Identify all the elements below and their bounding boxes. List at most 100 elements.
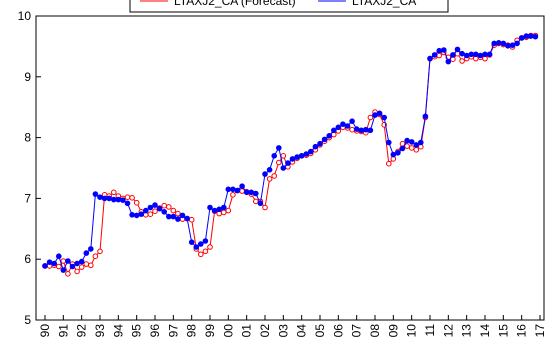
data-point	[88, 246, 94, 252]
data-point	[463, 52, 470, 59]
x-tick-label: 03	[276, 324, 290, 338]
y-tick-label: 10	[18, 9, 32, 23]
x-tick-label: 12	[441, 324, 455, 338]
data-point	[147, 211, 154, 217]
x-tick-label: 01	[240, 324, 254, 338]
data-point	[335, 124, 342, 131]
data-point	[56, 263, 62, 270]
data-point	[289, 156, 296, 162]
data-point	[88, 262, 94, 269]
data-point	[225, 207, 232, 214]
data-point	[321, 136, 328, 143]
data-point	[211, 207, 218, 214]
data-point	[92, 253, 99, 260]
data-point	[69, 263, 76, 270]
series-actual	[42, 33, 539, 273]
data-point	[436, 52, 443, 59]
data-point	[225, 186, 232, 193]
data-point	[441, 47, 447, 53]
data-point	[184, 215, 190, 222]
data-point	[161, 209, 167, 215]
data-point	[372, 112, 378, 118]
data-point	[473, 51, 479, 58]
x-tick-label: 93	[93, 324, 107, 338]
data-point	[188, 216, 195, 223]
data-point	[207, 204, 213, 211]
legend: LTAXJ2_CA (Forecast) LTAXJ2_CA	[129, 0, 449, 13]
data-point	[271, 173, 278, 179]
x-tick-label: 97	[166, 324, 180, 338]
data-point	[101, 195, 108, 202]
data-point	[152, 208, 158, 214]
x-tick-label: 04	[295, 324, 309, 338]
data-point	[349, 118, 355, 124]
data-point	[239, 183, 245, 189]
data-point	[486, 51, 493, 58]
data-point	[528, 33, 534, 39]
x-tick-label: 17	[533, 324, 545, 338]
data-point	[170, 213, 177, 220]
data-point	[124, 194, 131, 200]
data-point	[331, 127, 337, 134]
data-point	[427, 55, 433, 62]
data-point	[271, 153, 278, 159]
data-point	[198, 241, 204, 247]
x-tick-label: 06	[331, 324, 345, 338]
data-point	[46, 259, 53, 266]
data-point	[152, 202, 158, 208]
data-point	[262, 171, 268, 177]
data-point	[143, 207, 149, 214]
data-point	[390, 151, 397, 158]
data-point	[404, 137, 410, 144]
data-point	[280, 165, 287, 171]
x-tick-label: 05	[313, 324, 327, 338]
data-point	[65, 271, 71, 277]
data-point	[477, 52, 484, 59]
data-point	[266, 167, 273, 173]
series-line	[45, 35, 536, 276]
data-point	[51, 260, 58, 267]
data-point	[445, 58, 452, 65]
data-point	[170, 207, 177, 214]
data-point	[179, 212, 186, 219]
data-point	[413, 147, 420, 153]
x-tick-label: 02	[258, 324, 272, 338]
x-tick-label: 15	[496, 324, 510, 338]
data-point	[312, 143, 319, 150]
data-point	[166, 213, 172, 220]
data-point	[363, 126, 369, 133]
x-tick-label: 00	[221, 324, 235, 338]
data-point	[78, 258, 85, 265]
x-tick-label: 92	[75, 324, 89, 338]
data-point	[129, 195, 135, 201]
data-point	[253, 198, 259, 205]
data-point	[257, 200, 264, 207]
data-point	[340, 121, 346, 127]
x-tick-label: 09	[386, 324, 400, 338]
data-point	[166, 204, 172, 210]
data-point	[230, 192, 236, 198]
y-tick-label: 6	[24, 252, 31, 266]
data-point	[422, 113, 429, 120]
data-point	[97, 194, 103, 200]
data-point	[202, 248, 209, 255]
data-point	[106, 195, 112, 202]
data-point	[298, 153, 305, 159]
data-point	[326, 133, 333, 139]
data-point	[230, 186, 236, 193]
data-point	[532, 33, 539, 40]
data-point	[262, 204, 268, 211]
data-point	[147, 204, 154, 211]
data-point	[482, 51, 488, 58]
data-point	[120, 197, 126, 203]
data-point	[317, 140, 323, 147]
data-point	[308, 148, 314, 155]
data-point	[156, 205, 163, 212]
data-point	[386, 139, 392, 146]
data-point	[92, 191, 99, 197]
x-tick-label: 90	[38, 324, 52, 338]
data-point	[358, 127, 365, 134]
data-point	[500, 40, 507, 47]
legend-box	[129, 0, 449, 13]
